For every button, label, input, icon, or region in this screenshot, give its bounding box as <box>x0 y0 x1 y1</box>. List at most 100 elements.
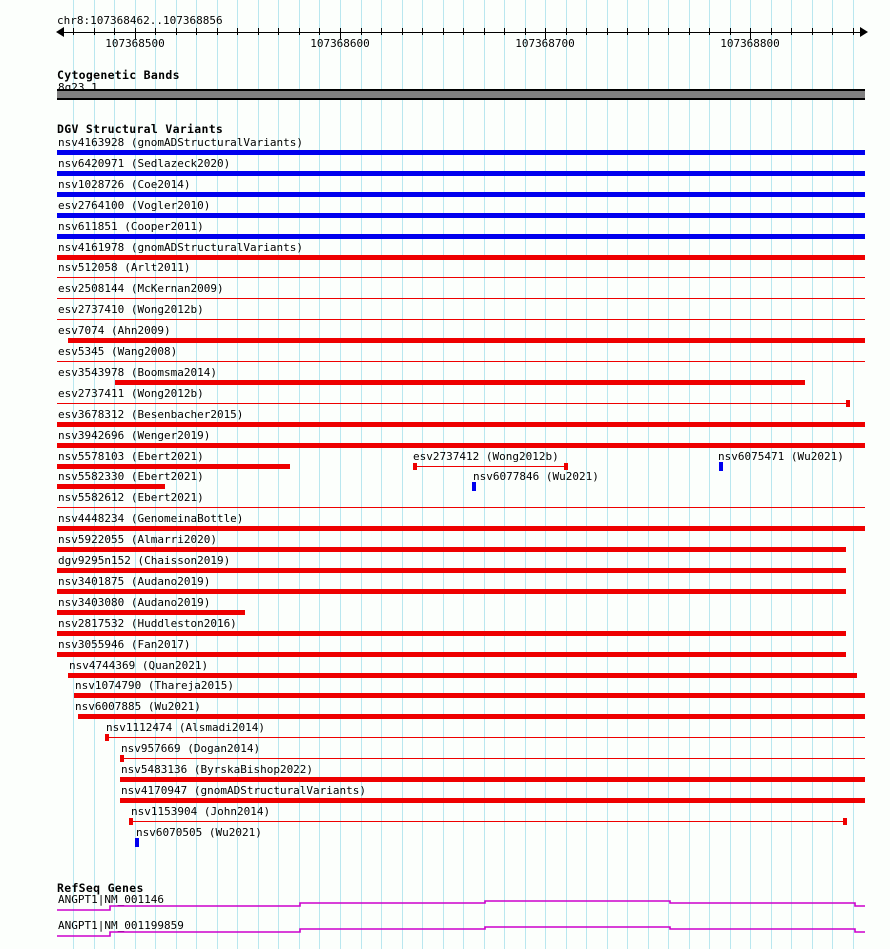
gridline <box>422 0 423 949</box>
variant-label[interactable]: nsv4161978 (gnomADStructuralVariants) <box>58 241 304 254</box>
variant-end-block[interactable] <box>105 734 109 741</box>
variant-bar[interactable] <box>57 484 165 489</box>
variant-label[interactable]: esv2737410 (Wong2012b) <box>58 303 204 316</box>
variant-end-block[interactable] <box>843 818 847 825</box>
variant-point-marker[interactable] <box>472 482 476 491</box>
variant-label[interactable]: nsv6075471 (Wu2021) <box>718 450 844 463</box>
variant-label[interactable]: esv2764100 (Vogler2010) <box>58 199 211 212</box>
variant-bar[interactable] <box>120 798 865 803</box>
variant-label[interactable]: nsv6077846 (Wu2021) <box>473 470 599 483</box>
variant-label[interactable]: esv3543978 (Boomsma2014) <box>58 366 217 379</box>
variant-label[interactable]: esv5345 (Wang2008) <box>58 345 178 358</box>
variant-label[interactable]: esv2737412 (Wong2012b) <box>413 450 559 463</box>
axis-tick <box>278 28 279 35</box>
variant-point-marker[interactable] <box>135 838 139 847</box>
variant-bar[interactable] <box>57 234 865 239</box>
gene-label[interactable]: ANGPT1|NM_001199859 <box>58 919 184 932</box>
axis-tick <box>381 28 382 35</box>
variant-end-block[interactable] <box>846 400 850 407</box>
gridline <box>648 0 649 949</box>
variant-bar[interactable] <box>57 213 865 218</box>
dgv-track-title: DGV Structural Variants <box>57 122 224 136</box>
variant-label[interactable]: nsv4744369 (Quan2021) <box>69 659 209 672</box>
variant-bar[interactable] <box>57 192 865 197</box>
variant-label[interactable]: nsv1112474 (Alsmadi2014) <box>106 721 265 734</box>
variant-bar[interactable] <box>57 150 865 155</box>
variant-bar[interactable] <box>57 422 865 427</box>
variant-label[interactable]: nsv512058 (Arlt2011) <box>58 261 191 274</box>
variant-label[interactable]: esv3678312 (Besenbacher2015) <box>58 408 244 421</box>
cytoband-bar[interactable] <box>57 89 865 100</box>
variant-bar[interactable] <box>57 610 245 615</box>
variant-bar[interactable] <box>57 547 846 552</box>
variant-bar[interactable] <box>57 443 865 448</box>
variant-bar[interactable] <box>68 673 857 678</box>
gridline <box>381 0 382 949</box>
variant-label[interactable]: nsv5483136 (ByrskaBishop2022) <box>121 763 314 776</box>
variant-bar[interactable] <box>57 589 846 594</box>
variant-end-block[interactable] <box>120 755 124 762</box>
variant-label[interactable]: nsv611851 (Cooper2011) <box>58 220 204 233</box>
variant-label[interactable]: nsv3401875 (Audano2019) <box>58 575 211 588</box>
variant-label[interactable]: nsv4170947 (gnomADStructuralVariants) <box>121 784 367 797</box>
variant-label[interactable]: nsv4163928 (gnomADStructuralVariants) <box>58 136 304 149</box>
axis-tick <box>791 28 792 35</box>
variant-bar[interactable] <box>57 568 846 573</box>
gridline <box>812 0 813 949</box>
variant-point-marker[interactable] <box>719 462 723 471</box>
variant-bar[interactable] <box>57 464 290 469</box>
variant-label[interactable]: esv2508144 (McKernan2009) <box>58 282 224 295</box>
variant-thin-line[interactable] <box>57 319 865 320</box>
variant-label[interactable]: nsv4448234 (GenomeinaBottle) <box>58 512 244 525</box>
variant-bar[interactable] <box>68 338 865 343</box>
axis-tick <box>689 28 690 35</box>
variant-label[interactable]: nsv1153904 (John2014) <box>131 805 271 818</box>
variant-label[interactable]: nsv5922055 (Almarri2020) <box>58 533 217 546</box>
axis-tick-label: 107368500 <box>105 37 165 50</box>
variant-label[interactable]: nsv1074790 (Thareja2015) <box>75 679 234 692</box>
variant-label[interactable]: nsv5582612 (Ebert2021) <box>58 491 204 504</box>
variant-bar[interactable] <box>57 171 865 176</box>
variant-label[interactable]: nsv2817532 (Huddleston2016) <box>58 617 237 630</box>
variant-label[interactable]: nsv957669 (Dogan2014) <box>121 742 261 755</box>
variant-label[interactable]: nsv3942696 (Wenger2019) <box>58 429 211 442</box>
variant-label[interactable]: nsv5582330 (Ebert2021) <box>58 470 204 483</box>
variant-bar[interactable] <box>120 777 865 782</box>
variant-label[interactable]: nsv6420971 (Sedlazeck2020) <box>58 157 231 170</box>
axis-tick <box>709 28 710 35</box>
variant-bar[interactable] <box>115 380 805 385</box>
variant-bar[interactable] <box>74 693 865 698</box>
variant-label[interactable]: nsv5578103 (Ebert2021) <box>58 450 204 463</box>
gene-label[interactable]: ANGPT1|NM_001146 <box>58 893 164 906</box>
coordinate-ruler[interactable]: chr8:107368462..107368856 107368500 10736… <box>0 0 890 52</box>
variant-thin-line[interactable] <box>57 298 865 299</box>
variant-label[interactable]: dgv9295n152 (Chaisson2019) <box>58 554 231 567</box>
axis-tick <box>566 28 567 35</box>
variant-thin-line[interactable] <box>57 277 865 278</box>
variant-label[interactable]: nsv1028726 (Coe2014) <box>58 178 191 191</box>
variant-thin-line[interactable] <box>57 403 850 404</box>
variant-thin-line[interactable] <box>129 821 847 822</box>
variant-bar[interactable] <box>57 526 865 531</box>
variant-thin-line[interactable] <box>105 737 865 738</box>
variant-bar[interactable] <box>78 714 865 719</box>
variant-label[interactable]: nsv3403080 (Audano2019) <box>58 596 211 609</box>
variant-end-block[interactable] <box>129 818 133 825</box>
variant-bar[interactable] <box>57 631 846 636</box>
variant-label[interactable]: nsv6070505 (Wu2021) <box>136 826 262 839</box>
variant-bar[interactable] <box>57 255 865 260</box>
variant-thin-line[interactable] <box>413 466 568 467</box>
variant-bar[interactable] <box>57 652 846 657</box>
gridline <box>319 0 320 949</box>
variant-end-block[interactable] <box>413 463 417 470</box>
variant-label[interactable]: nsv6007885 (Wu2021) <box>75 700 201 713</box>
variant-label[interactable]: nsv3055946 (Fan2017) <box>58 638 191 651</box>
variant-label[interactable]: esv2737411 (Wong2012b) <box>58 387 204 400</box>
gridline <box>607 0 608 949</box>
variant-end-block[interactable] <box>564 463 568 470</box>
variant-thin-line[interactable] <box>57 361 865 362</box>
variant-thin-line[interactable] <box>120 758 865 759</box>
variant-thin-line[interactable] <box>57 507 865 508</box>
variant-label[interactable]: esv7074 (Ahn2009) <box>58 324 171 337</box>
